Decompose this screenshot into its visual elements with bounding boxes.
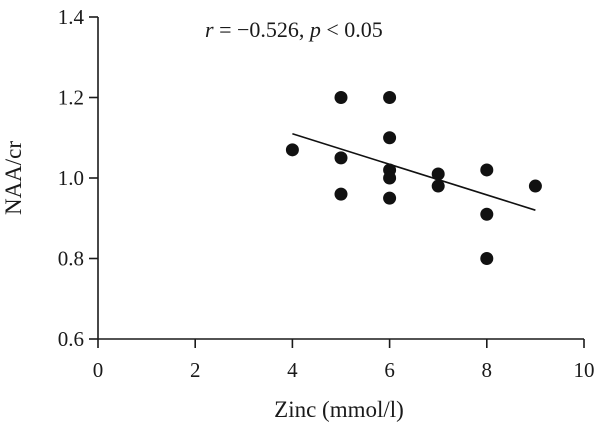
data-point [431, 179, 445, 193]
data-point [334, 151, 348, 165]
y-tick-label: 1.2 [58, 86, 84, 110]
y-axis-ticks: 0.6 0.8 1.0 1.2 1.4 [58, 5, 98, 351]
y-axis-title: NAA/cr [1, 141, 26, 215]
data-point [383, 131, 397, 145]
x-axis-ticks: 0 2 4 6 8 10 [93, 339, 595, 382]
correlation-annotation: r = −0.526, p < 0.05 [205, 17, 383, 42]
regression-line [292, 132, 536, 211]
data-point [285, 143, 299, 157]
plot-area: 0 2 4 6 8 10 0.6 0.8 1.0 1.2 1.4 [58, 5, 595, 382]
data-point [334, 91, 348, 104]
r-value: = −0.526, [214, 17, 310, 42]
data-point [383, 91, 397, 104]
y-tick-label: 0.8 [58, 247, 84, 271]
r-symbol: r [205, 17, 214, 42]
x-tick-label: 8 [482, 358, 493, 382]
x-tick-label: 0 [93, 358, 104, 382]
data-point [334, 187, 348, 201]
p-symbol: p [308, 17, 321, 42]
data-point [528, 179, 542, 193]
x-tick-label: 6 [384, 358, 395, 382]
y-tick-label: 1.0 [58, 166, 84, 190]
data-point [383, 191, 397, 205]
y-tick-label: 0.6 [58, 327, 84, 351]
data-points [285, 91, 542, 265]
data-point [480, 207, 494, 221]
data-point [480, 252, 494, 265]
p-value: < 0.05 [321, 17, 383, 42]
data-point [431, 167, 445, 181]
y-tick-label: 1.4 [58, 5, 85, 29]
x-tick-label: 10 [574, 358, 595, 382]
x-tick-label: 2 [190, 358, 201, 382]
data-point [383, 171, 397, 185]
data-point [480, 163, 494, 177]
x-tick-label: 4 [287, 358, 298, 382]
x-axis-title: Zinc (mmol/l) [274, 397, 404, 422]
